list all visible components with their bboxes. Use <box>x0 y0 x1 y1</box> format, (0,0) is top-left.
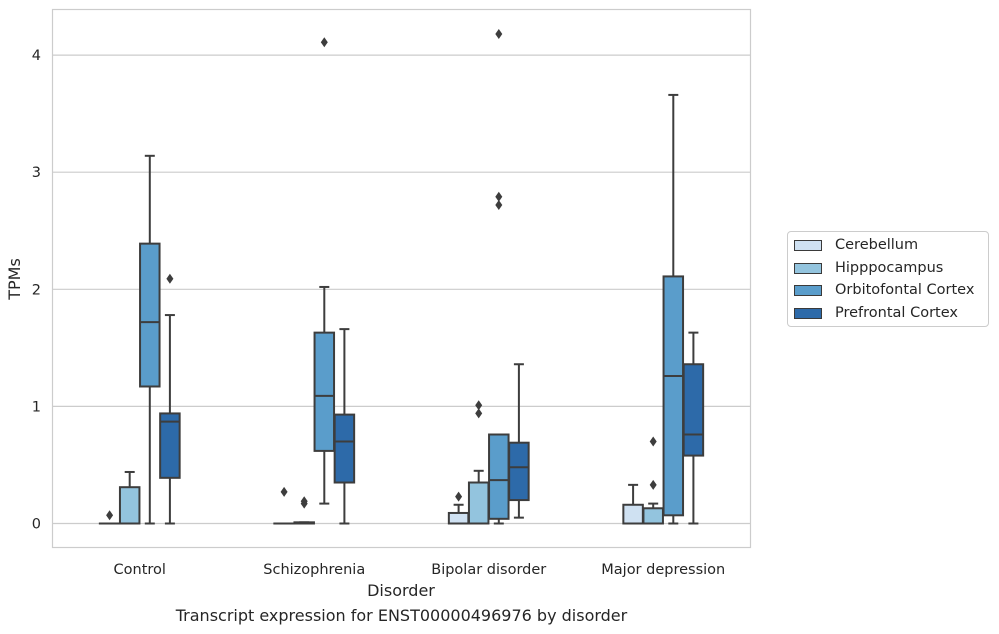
box-body <box>333 413 356 484</box>
box-hipppocampus-major-depression <box>642 436 664 525</box>
box-orbitofontal-cortex-control <box>139 154 161 525</box>
x-tick-label-control: Control <box>114 562 166 578</box>
outlier-point <box>475 400 483 411</box>
box-hipppocampus-bipolar-disorder <box>467 400 490 525</box>
legend-item-prefrontal-cortex: Prefrontal Cortex <box>794 303 958 323</box>
outlier-point <box>455 491 463 502</box>
outlier-point <box>495 191 503 202</box>
x-tick-label-major-depression: Major depression <box>601 562 725 578</box>
box-body <box>682 363 705 457</box>
box-body <box>622 503 644 525</box>
legend-item-hippocampus: Hipppocampus <box>794 258 943 278</box>
series-orbitofontal-cortex <box>139 29 685 525</box>
box-orbitofontal-cortex-major-depression <box>662 93 685 525</box>
outlier-point <box>106 510 114 521</box>
legend-item-cerebellum: Cerebellum <box>794 235 918 255</box>
y-tick-label: 2 <box>32 282 41 298</box>
y-axis-label: TPMs <box>5 258 24 301</box>
legend-label-hippocampus: Hipppocampus <box>835 260 944 276</box>
outlier-point <box>280 486 288 497</box>
outlier-point <box>649 436 657 447</box>
legend-swatch-prefrontal-cortex <box>794 307 822 319</box>
legend-label-orbitofrontal-cortex: Orbitofontal Cortex <box>835 282 975 298</box>
box-body <box>139 242 161 388</box>
outlier-point <box>320 37 328 48</box>
box-body <box>159 412 181 479</box>
box-prefrontal-cortex-major-depression <box>682 331 705 525</box>
x-tick-label-schizophrenia: Schizophrenia <box>263 562 365 578</box>
plot-area-frame <box>51 8 752 549</box>
series-prefrontal-cortex <box>159 273 705 525</box>
legend-label-prefrontal-cortex: Prefrontal Cortex <box>835 305 958 321</box>
box-cerebellum-control <box>98 510 121 525</box>
axis-ticks: 0 1 2 3 4 Control Schizophrenia Bipolar disorde… <box>32 48 725 578</box>
outlier-point <box>166 273 174 284</box>
x-tick-label-bipolar-disorder: Bipolar disorder <box>431 562 546 578</box>
box-body <box>488 433 510 520</box>
box-orbitofontal-cortex-bipolar-disorder <box>488 29 510 525</box>
legend-swatch-orbitofrontal-cortex <box>794 284 822 296</box>
x-axis-label: Disorder <box>367 581 435 600</box>
legend-swatch-hippocampus <box>794 262 822 274</box>
box-cerebellum-bipolar-disorder <box>447 491 470 525</box>
y-tick-label: 3 <box>32 165 41 181</box>
box-cerebellum-major-depression <box>622 483 644 525</box>
box-hipppocampus-schizophrenia <box>293 496 315 525</box>
box-orbitofontal-cortex-schizophrenia <box>313 37 336 505</box>
outlier-point <box>475 408 483 419</box>
box-body <box>467 481 490 525</box>
box-series <box>98 29 705 525</box>
box-prefrontal-cortex-control <box>159 273 181 525</box>
box-body <box>118 486 141 525</box>
y-tick-label: 1 <box>32 399 41 415</box>
y-tick-label: 4 <box>32 48 41 64</box>
box-hipppocampus-control <box>118 470 141 525</box>
legend-swatch-cerebellum <box>794 239 822 251</box>
legend-label-cerebellum: Cerebellum <box>835 237 919 253</box>
box-cerebellum-schizophrenia <box>273 486 295 525</box>
figure-caption: Transcript expression for ENST0000049697… <box>175 606 628 625</box>
box-body <box>508 441 530 502</box>
legend: Cerebellum Hipppocampus Orbitofontal Cor… <box>787 231 989 327</box>
series-cerebellum <box>98 483 644 525</box>
outlier-point <box>649 479 657 490</box>
series-hipppocampus <box>118 400 664 525</box>
box-prefrontal-cortex-schizophrenia <box>333 328 356 525</box>
box-prefrontal-cortex-bipolar-disorder <box>508 363 530 519</box>
outlier-point <box>495 199 503 210</box>
box-body <box>642 507 664 525</box>
box-body <box>313 331 336 452</box>
outlier-point <box>495 29 503 40</box>
y-tick-label: 0 <box>32 517 41 533</box>
legend-item-orbitofrontal-cortex: Orbitofontal Cortex <box>794 280 974 300</box>
box-body <box>662 275 685 517</box>
box-body <box>447 511 470 525</box>
outlier-point <box>300 496 308 507</box>
